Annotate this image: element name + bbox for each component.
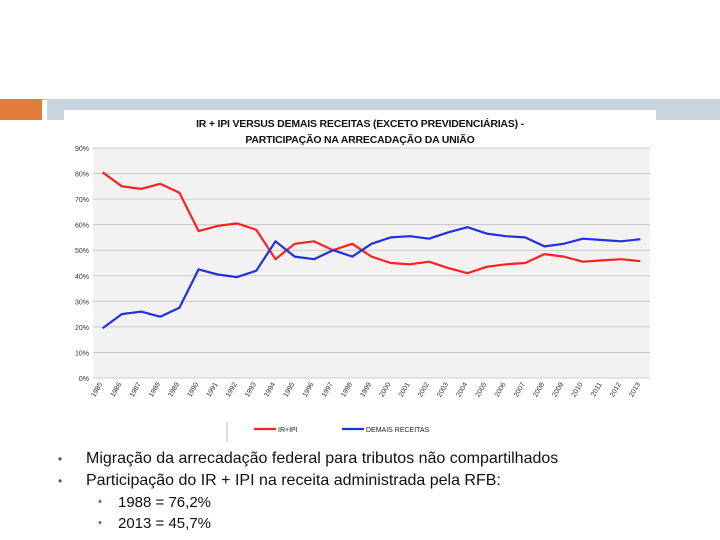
x-tick-label: 1999: [359, 381, 373, 398]
x-tick-label: 2003: [436, 381, 450, 398]
bullet-dot-icon: •: [98, 517, 102, 529]
sub-bullet-text: 1988 = 76,2%: [118, 494, 211, 511]
plot-area: [93, 148, 650, 378]
x-tick-label: 2010: [571, 381, 585, 398]
y-tick-label: 40%: [75, 274, 89, 281]
x-tick-label: 1987: [129, 381, 143, 398]
legend-label: IR+IPI: [278, 427, 298, 434]
x-tick-label: 1992: [225, 381, 239, 398]
x-tick-label: 2007: [513, 381, 527, 398]
x-tick-label: 2000: [379, 381, 393, 398]
x-tick-label: 2001: [398, 381, 412, 398]
sub-bullet-item: • 1988 = 76,2%: [56, 492, 706, 513]
x-tick-label: 1989: [167, 381, 181, 398]
bullet-dot-icon: •: [58, 474, 63, 488]
x-tick-label: 1996: [302, 381, 316, 398]
chart-container: IR + IPI VERSUS DEMAIS RECEITAS (EXCETO …: [64, 110, 656, 442]
x-tick-label: 1985: [90, 381, 104, 398]
x-tick-label: 2011: [590, 381, 604, 398]
x-tick-label: 1988: [148, 381, 162, 398]
bullet-dot-icon: •: [98, 496, 102, 508]
x-tick-label: 1991: [206, 381, 220, 398]
bullet-list: • Migração da arrecadação federal para tr…: [56, 448, 706, 534]
line-chart: 0% 10% 20% 30% 40% 50% 60% 70% 80% 90% 1985 1986 198…: [75, 146, 650, 442]
header-accent-orange: [0, 99, 42, 120]
x-tick-label: 2008: [532, 381, 546, 398]
x-tick-label: 1998: [340, 381, 354, 398]
bullet-text: Participação do IR + IPI na receita admi…: [86, 472, 501, 489]
legend-label: DEMAIS RECEITAS: [366, 427, 430, 434]
x-tick-label: 1990: [187, 381, 201, 398]
y-tick-label: 90%: [75, 146, 89, 153]
y-tick-label: 50%: [75, 248, 89, 255]
y-tick-label: 0%: [79, 376, 89, 383]
sub-bullet-text: 2013 = 45,7%: [118, 515, 211, 532]
x-tick-label: 2013: [628, 381, 642, 398]
chart-title-line-2: PARTICIPAÇÃO NA ARRECADAÇÃO DA UNIÃO: [245, 134, 475, 146]
x-tick-label: 1994: [263, 381, 277, 398]
y-tick-label: 10%: [75, 350, 89, 357]
x-tick-label: 2002: [417, 381, 431, 398]
y-tick-label: 60%: [75, 223, 89, 230]
bullet-item: • Migração da arrecadação federal para tr…: [56, 448, 706, 470]
x-tick-label: 1997: [321, 381, 335, 398]
series-line: [101, 226, 641, 330]
bullet-item: • Participação do IR + IPI na receita adm…: [56, 470, 706, 492]
series-line: [101, 171, 641, 275]
bullet-dot-icon: •: [58, 452, 63, 466]
x-tick-label: 1993: [244, 381, 258, 398]
x-tick-label: 2005: [475, 381, 489, 398]
y-tick-label: 80%: [75, 172, 89, 179]
y-tick-label: 20%: [75, 325, 89, 332]
y-tick-label: 30%: [75, 299, 89, 306]
x-tick-label: 1995: [283, 381, 297, 398]
sub-bullet-item: • 2013 = 45,7%: [56, 513, 706, 534]
x-tick-label: 2004: [455, 381, 469, 398]
chart-title-line-1: IR + IPI VERSUS DEMAIS RECEITAS (EXCETO …: [196, 118, 524, 130]
x-tick-label: 2009: [551, 381, 565, 398]
chart-title: IR + IPI VERSUS DEMAIS RECEITAS (EXCETO …: [64, 116, 656, 148]
x-tick-label: 2012: [609, 381, 623, 398]
x-tick-label: 1986: [110, 381, 124, 398]
bullet-text: Migração da arrecadação federal para tri…: [86, 450, 559, 467]
y-tick-label: 70%: [75, 197, 89, 204]
x-tick-label: 2006: [494, 381, 508, 398]
